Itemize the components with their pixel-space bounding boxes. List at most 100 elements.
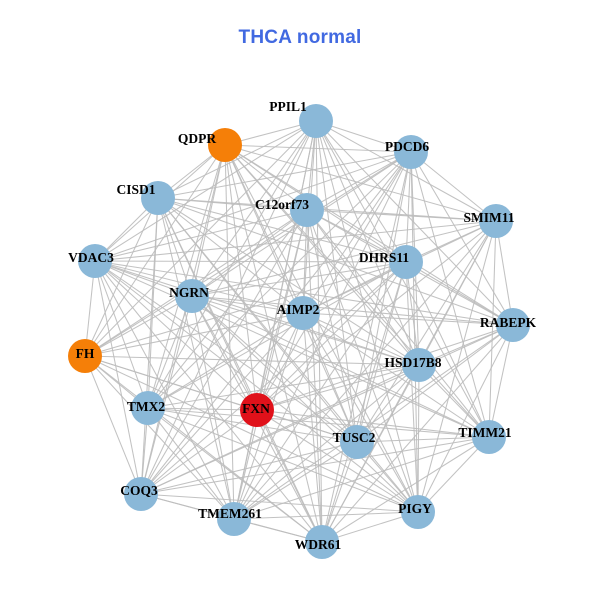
- network-edge: [147, 407, 490, 438]
- network-edge: [224, 144, 258, 411]
- network-edge: [84, 312, 304, 357]
- network-node-tmx2[interactable]: TMX2: [127, 391, 165, 425]
- network-node-c12orf73[interactable]: C12orf73: [255, 193, 324, 227]
- network-edge: [94, 260, 235, 520]
- network-node-rabepk[interactable]: RABEPK: [480, 308, 537, 342]
- network-node-timm21[interactable]: TIMM21: [458, 420, 512, 454]
- network-edge: [84, 197, 159, 357]
- node-circle[interactable]: [141, 181, 175, 215]
- network-edge: [495, 220, 514, 326]
- network-edge: [157, 197, 407, 263]
- node-circle[interactable]: [240, 393, 274, 427]
- network-node-coq3[interactable]: COQ3: [120, 477, 158, 511]
- network-edge: [84, 295, 193, 357]
- network-edge: [233, 441, 358, 520]
- network-edge: [157, 120, 317, 199]
- node-circle[interactable]: [175, 279, 209, 313]
- network-edge: [302, 312, 514, 326]
- node-circle[interactable]: [472, 420, 506, 454]
- network-edge: [94, 260, 149, 409]
- network-node-tmem261[interactable]: TMEM261: [198, 502, 262, 536]
- network-edge: [302, 261, 407, 314]
- node-circle[interactable]: [286, 296, 320, 330]
- network-edge: [306, 151, 412, 211]
- network-edge: [147, 312, 304, 409]
- node-circle[interactable]: [78, 244, 112, 278]
- network-edge: [94, 260, 193, 297]
- network-edge: [356, 436, 490, 443]
- node-label: WDR61: [295, 537, 342, 552]
- network-node-vdac3[interactable]: VDAC3: [68, 244, 114, 278]
- network-node-pdcd6[interactable]: PDCD6: [385, 135, 429, 169]
- network-edge: [256, 409, 323, 543]
- network-edge: [233, 364, 420, 520]
- node-label: VDAC3: [68, 250, 114, 265]
- network-edge: [233, 409, 258, 520]
- network-edge: [356, 261, 407, 443]
- network-node-tusc2[interactable]: TUSC2: [333, 425, 376, 459]
- network-edge: [94, 151, 412, 262]
- network-node-aimp2[interactable]: AIMP2: [277, 296, 320, 330]
- network-edge: [140, 441, 358, 495]
- node-layer: PPIL1 QDPR PDCD6 CISD1 C12orf73 SMIM11 VDAC3 DH…: [68, 99, 537, 559]
- node-circle[interactable]: [131, 391, 165, 425]
- network-node-wdr61[interactable]: WDR61: [295, 525, 342, 559]
- network-node-fh[interactable]: FH: [68, 339, 102, 373]
- network-edge: [191, 295, 514, 326]
- network-edge: [417, 324, 514, 513]
- network-edge: [321, 324, 514, 543]
- node-circle[interactable]: [290, 193, 324, 227]
- node-circle[interactable]: [401, 495, 435, 529]
- network-node-qdpr[interactable]: QDPR: [178, 128, 242, 162]
- network-edge: [147, 407, 258, 411]
- network-edge: [302, 312, 419, 513]
- node-circle[interactable]: [68, 339, 102, 373]
- network-edge: [224, 144, 514, 326]
- node-label: PIGY: [398, 501, 432, 516]
- node-circle[interactable]: [217, 502, 251, 536]
- network-edge: [147, 261, 407, 409]
- node-circle[interactable]: [389, 245, 423, 279]
- network-edge: [233, 261, 407, 520]
- network-edge: [84, 355, 420, 366]
- network-node-ppil1[interactable]: PPIL1: [269, 99, 333, 138]
- network-edge: [191, 295, 258, 411]
- network-edge: [140, 493, 419, 513]
- network-edge: [417, 436, 490, 513]
- node-circle[interactable]: [479, 204, 513, 238]
- node-circle[interactable]: [208, 128, 242, 162]
- node-circle[interactable]: [124, 477, 158, 511]
- node-circle[interactable]: [496, 308, 530, 342]
- network-node-hsd17b8[interactable]: HSD17B8: [384, 348, 442, 382]
- network-node-pigy[interactable]: PIGY: [398, 495, 435, 529]
- network-edge: [306, 209, 497, 222]
- network-node-dhrs11[interactable]: DHRS11: [359, 245, 423, 279]
- network-node-smim11[interactable]: SMIM11: [463, 204, 515, 238]
- network-edge: [321, 436, 490, 543]
- network-edge: [306, 209, 323, 543]
- network-edge: [157, 197, 323, 543]
- network-edge: [256, 364, 420, 411]
- node-label: PDCD6: [385, 139, 429, 154]
- node-circle[interactable]: [402, 348, 436, 382]
- node-circle[interactable]: [305, 525, 339, 559]
- network-edge: [191, 261, 407, 297]
- network-node-ngrn[interactable]: NGRN: [169, 279, 209, 313]
- network-edge: [302, 312, 420, 366]
- network-edge: [405, 261, 419, 513]
- network-edge: [410, 151, 514, 326]
- node-circle[interactable]: [299, 104, 333, 138]
- network-node-cisd1[interactable]: CISD1: [116, 181, 175, 215]
- network-edge: [256, 261, 407, 411]
- page-title: THCA normal: [238, 27, 362, 48]
- network-edge: [405, 261, 490, 438]
- node-label: QDPR: [178, 131, 216, 146]
- network-node-fxn[interactable]: FXN: [240, 393, 274, 427]
- node-circle[interactable]: [340, 425, 374, 459]
- network-edge: [157, 151, 412, 199]
- node-circle[interactable]: [394, 135, 428, 169]
- node-label: PPIL1: [269, 99, 307, 114]
- network-edge: [256, 409, 419, 513]
